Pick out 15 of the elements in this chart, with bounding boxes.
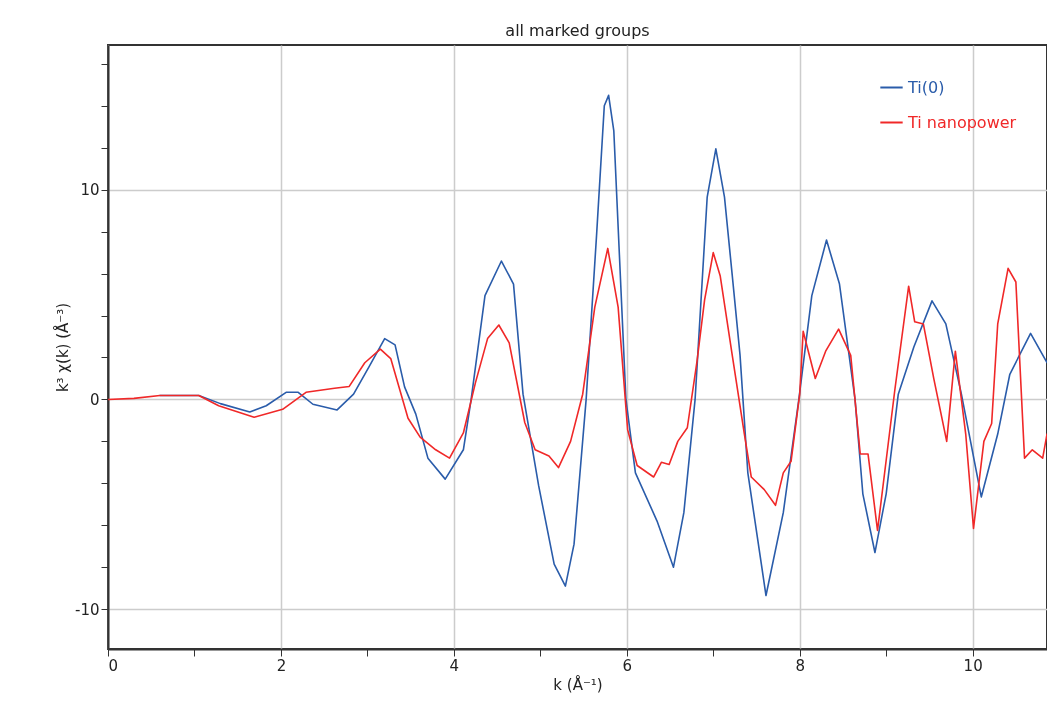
x-tick-label: 8 bbox=[795, 656, 805, 675]
x-tick-label: 2 bbox=[276, 656, 287, 675]
x-axis-title: k (Å⁻¹) bbox=[553, 674, 603, 694]
x-tick-label: 10 bbox=[963, 656, 983, 675]
y-tick-label: -10 bbox=[75, 600, 100, 619]
x-tick-label: 4 bbox=[449, 656, 460, 675]
legend-label: Ti nanopower bbox=[907, 112, 1017, 132]
y-axis-title: k³ χ(k) (Å⁻³) bbox=[53, 302, 72, 393]
y-tick-label: 10 bbox=[80, 181, 100, 200]
x-tick-label: 6 bbox=[622, 656, 633, 675]
x-tick-label: 0 bbox=[108, 656, 119, 675]
chart-title: all marked groups bbox=[505, 21, 650, 40]
line-series bbox=[108, 247, 1047, 532]
legend-label: Ti(0) bbox=[907, 77, 945, 97]
y-tick-label: 0 bbox=[89, 390, 100, 409]
